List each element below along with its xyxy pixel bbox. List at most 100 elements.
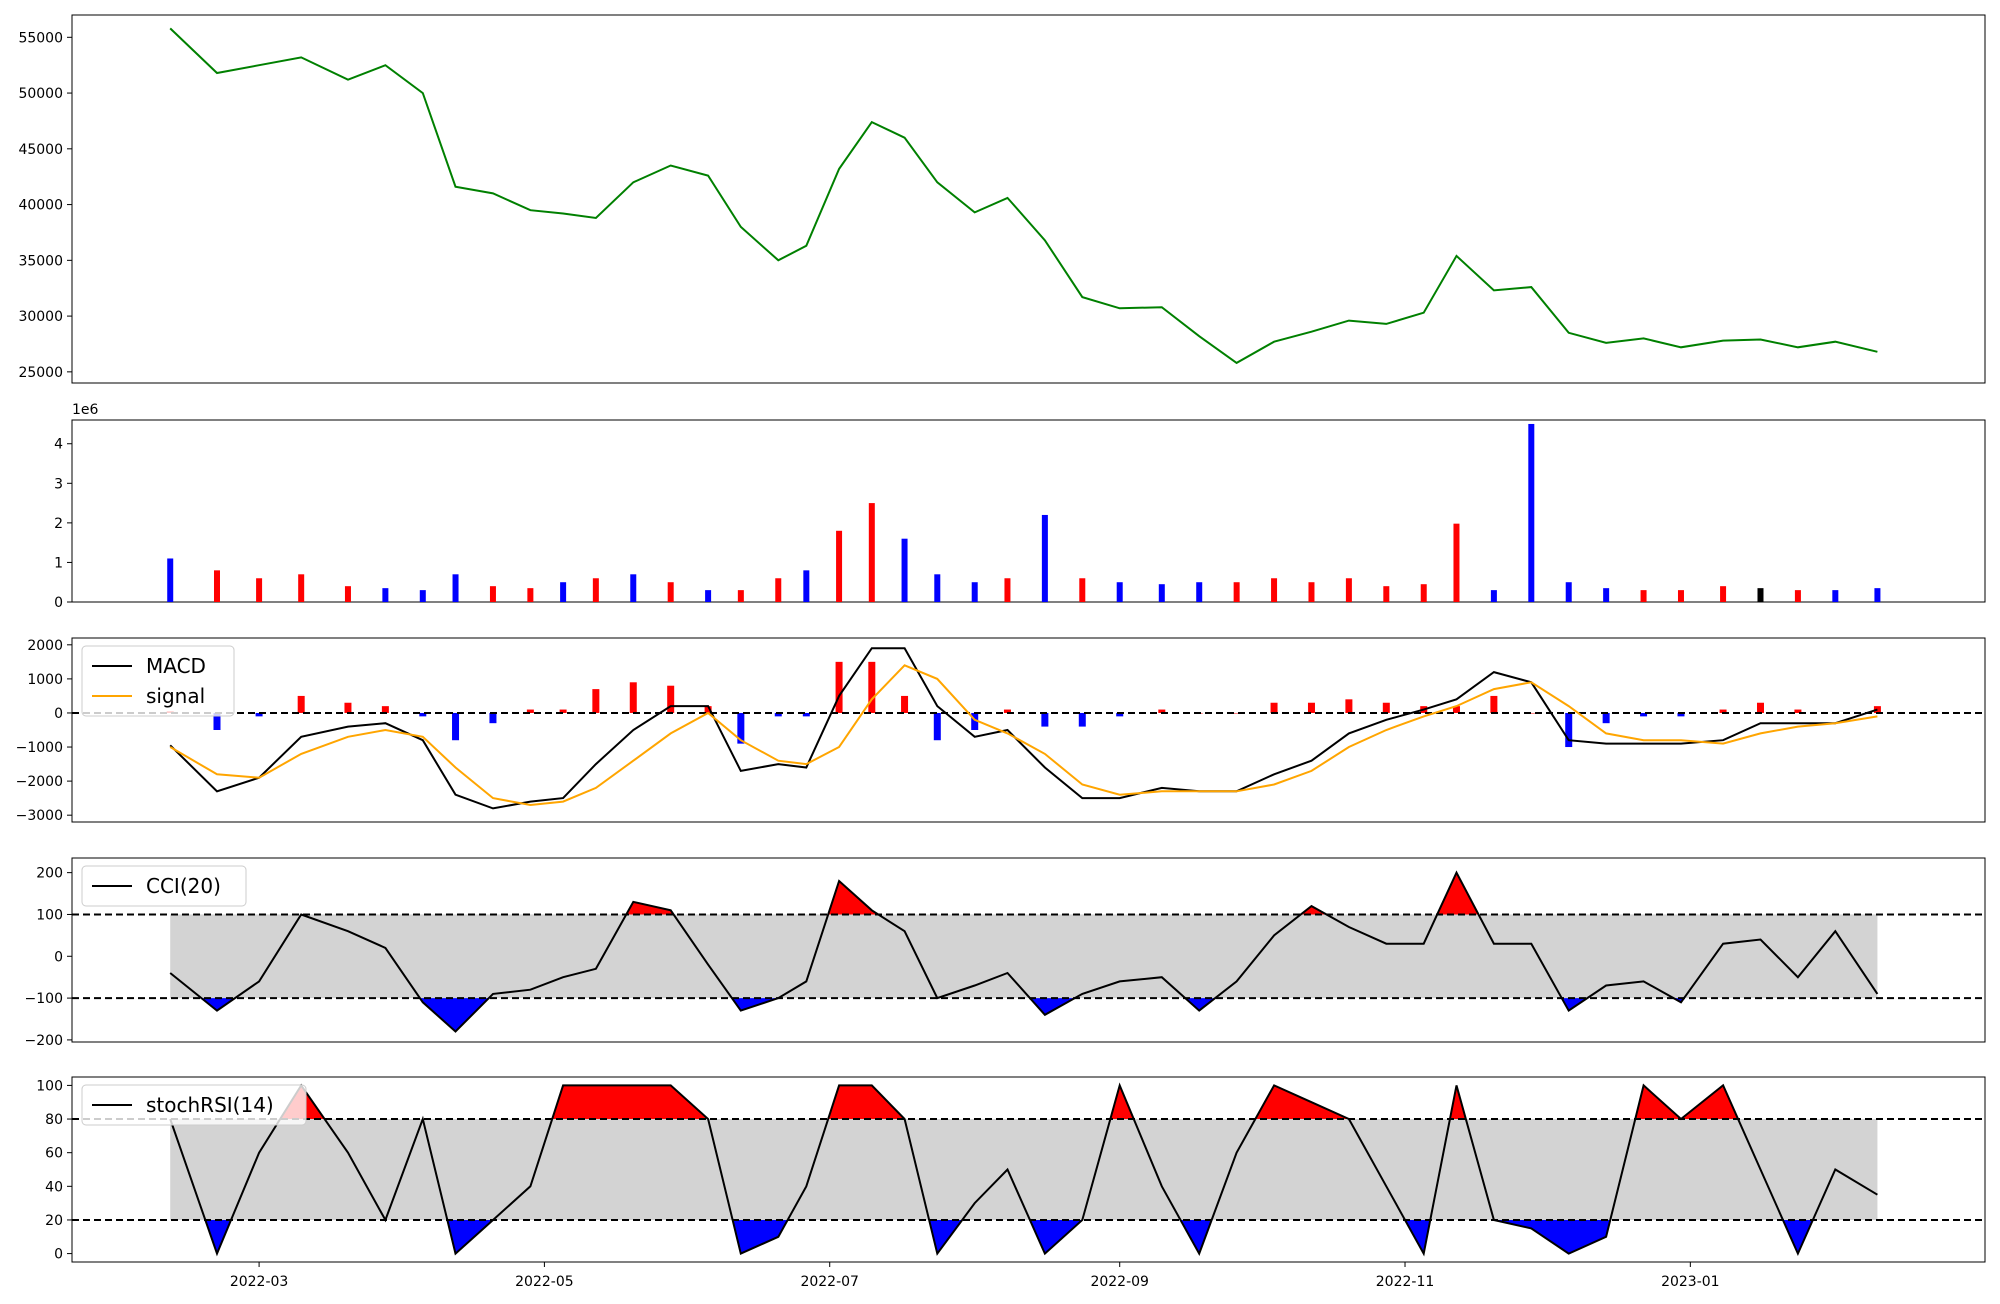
volume-bar [1874, 588, 1880, 602]
volume-bar [738, 590, 744, 602]
volume-bar [167, 558, 173, 602]
volume-bar [1603, 588, 1609, 602]
cci-legend-label: CCI(20) [146, 874, 221, 898]
price-panel-frame [72, 15, 1985, 383]
cci-ytick-label: 0 [54, 949, 63, 965]
macd-histogram-bar [592, 689, 599, 713]
macd-histogram-bar [901, 696, 908, 713]
volume-panel-frame [72, 420, 1985, 602]
volume-bar [1421, 584, 1427, 602]
cci-ytick-label: 100 [36, 907, 63, 923]
macd-line [170, 648, 1877, 808]
volume-scale-label: 1e6 [72, 402, 99, 418]
macd-histogram-bar [630, 682, 637, 713]
macd-histogram-bar [1345, 699, 1352, 713]
volume-bar [1757, 588, 1763, 602]
macd-ytick-label: −3000 [16, 808, 63, 824]
stochrsi-ytick-label: 20 [45, 1213, 63, 1229]
stochrsi-ytick-label: 60 [45, 1146, 63, 1162]
cci-oversold-fill [420, 998, 489, 1031]
macd-histogram-bar [1271, 703, 1278, 713]
volume-ytick-label: 4 [54, 437, 63, 453]
volume-bar [1196, 582, 1202, 602]
volume-bar [1491, 590, 1497, 602]
stochrsi-overbought-fill [552, 1085, 708, 1119]
x-tick-label: 2022-11 [1376, 1274, 1435, 1290]
macd-legend-label: signal [146, 684, 205, 708]
volume-bar [803, 570, 809, 602]
volume-bar [630, 574, 636, 602]
cci-neutral-band [170, 914, 1877, 998]
volume-bar [1641, 590, 1647, 602]
volume-bar [1346, 578, 1352, 602]
volume-bar [1004, 578, 1010, 602]
price-ytick-label: 45000 [18, 142, 63, 158]
price-ytick-label: 25000 [18, 365, 63, 381]
cci-overbought-fill [626, 902, 673, 915]
macd-histogram-bar [344, 703, 351, 713]
volume-bar [214, 570, 220, 602]
cci-overbought-fill [1437, 873, 1478, 915]
macd-ytick-label: 1000 [27, 672, 63, 688]
price-ytick-label: 55000 [18, 30, 63, 46]
price-ytick-label: 35000 [18, 253, 63, 269]
volume-ytick-label: 2 [54, 516, 63, 532]
macd-histogram-bar [1490, 696, 1497, 713]
volume-ytick-label: 0 [54, 595, 63, 611]
macd-panel-frame [72, 638, 1985, 822]
macd-legend-label: MACD [146, 654, 206, 678]
volume-bar [1383, 586, 1389, 602]
volume-bar [420, 590, 426, 602]
volume-bar [836, 531, 842, 602]
macd-histogram-bar [1757, 703, 1764, 713]
volume-bar [705, 590, 711, 602]
volume-bar [1566, 582, 1572, 602]
cci-ytick-label: −100 [25, 991, 63, 1007]
macd-histogram-bar [1079, 713, 1086, 727]
stochrsi-oversold-fill [1783, 1220, 1813, 1254]
price-line [170, 28, 1877, 363]
stochrsi-legend-label: stochRSI(14) [146, 1093, 274, 1117]
volume-bar [1528, 424, 1534, 602]
volume-bar [256, 578, 262, 602]
volume-ytick-label: 3 [54, 476, 63, 492]
volume-bar [1234, 582, 1240, 602]
macd-histogram-bar [298, 696, 305, 713]
macd-histogram-bar [667, 686, 674, 713]
stochrsi-overbought-fill [1255, 1085, 1349, 1119]
volume-bar [382, 588, 388, 602]
volume-bar [1159, 584, 1165, 602]
macd-ytick-label: −1000 [16, 740, 63, 756]
stochrsi-overbought-fill [828, 1085, 904, 1119]
x-tick-label: 2023-01 [1661, 1274, 1720, 1290]
volume-bar [527, 588, 533, 602]
volume-bar [1795, 590, 1801, 602]
macd-histogram-bar [934, 713, 941, 740]
cci-ytick-label: −200 [25, 1033, 63, 1049]
signal-line [170, 665, 1877, 805]
price-ytick-label: 40000 [18, 198, 63, 214]
macd-ytick-label: −2000 [16, 774, 63, 790]
macd-histogram-bar [1041, 713, 1048, 727]
cci-ytick-label: 200 [36, 866, 63, 882]
stochrsi-oversold-fill [1494, 1220, 1610, 1254]
volume-bar [1308, 582, 1314, 602]
x-tick-label: 2022-03 [230, 1274, 289, 1290]
macd-histogram-bar [382, 706, 389, 713]
volume-bar [902, 539, 908, 602]
macd-histogram-bar [452, 713, 459, 740]
macd-histogram-bar [836, 662, 843, 713]
volume-bar [490, 586, 496, 602]
x-tick-label: 2022-07 [800, 1274, 859, 1290]
volume-bar [1079, 578, 1085, 602]
x-tick-label: 2022-05 [515, 1274, 574, 1290]
volume-bar [1678, 590, 1684, 602]
volume-bar [972, 582, 978, 602]
volume-bar [775, 578, 781, 602]
volume-bar [345, 586, 351, 602]
stochrsi-overbought-fill [1681, 1085, 1738, 1119]
stochrsi-ytick-label: 0 [54, 1247, 63, 1263]
macd-histogram-bar [1565, 713, 1572, 747]
volume-bar [1720, 586, 1726, 602]
macd-histogram-bar [1603, 713, 1610, 723]
